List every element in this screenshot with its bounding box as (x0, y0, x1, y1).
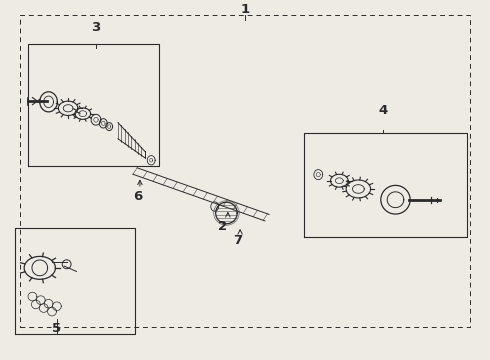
Text: 6: 6 (133, 190, 142, 203)
Text: 5: 5 (52, 322, 61, 335)
Text: 3: 3 (91, 21, 100, 34)
Text: 7: 7 (233, 234, 242, 247)
Text: 1: 1 (241, 3, 249, 16)
Text: 4: 4 (378, 104, 388, 117)
Text: 2: 2 (219, 220, 227, 233)
